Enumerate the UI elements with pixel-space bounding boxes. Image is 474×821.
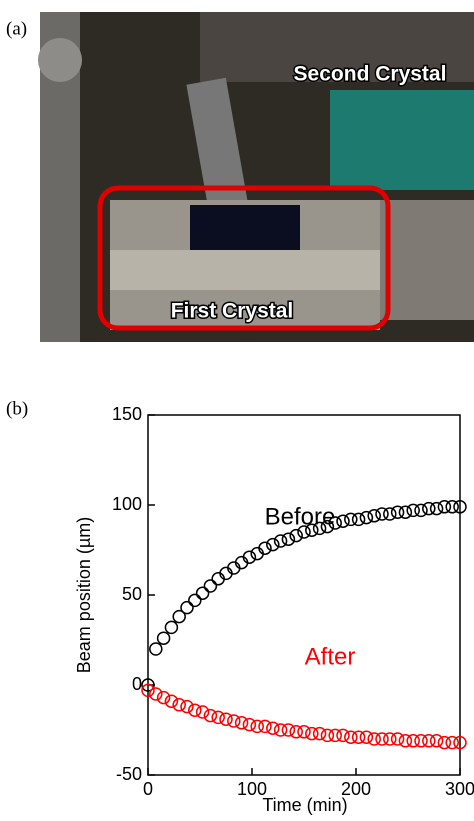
marker <box>158 632 170 644</box>
photo <box>38 12 474 342</box>
marker <box>337 515 349 527</box>
marker <box>220 713 232 725</box>
marker <box>197 587 209 599</box>
marker <box>228 715 240 727</box>
y-tick-label: -50 <box>116 764 142 784</box>
x-tick-label: 100 <box>237 779 267 799</box>
marker <box>150 643 162 655</box>
marker <box>267 722 279 734</box>
marker <box>243 719 255 731</box>
marker <box>384 508 396 520</box>
marker <box>415 504 427 516</box>
marker <box>212 711 224 723</box>
series-label: Before <box>265 503 336 530</box>
marker <box>267 539 279 551</box>
marker <box>173 699 185 711</box>
y-tick-label: 150 <box>112 404 142 424</box>
marker <box>298 726 310 738</box>
y-tick-label: 100 <box>112 494 142 514</box>
marker <box>431 503 443 515</box>
y-axis-label: Beam position (µm) <box>74 517 94 673</box>
marker <box>259 720 271 732</box>
marker <box>360 512 372 524</box>
marker <box>181 701 193 713</box>
marker <box>337 729 349 741</box>
y-tick-label: 50 <box>122 584 142 604</box>
panel-label: (b) <box>6 398 28 419</box>
marker <box>158 692 170 704</box>
marker <box>197 706 209 718</box>
y-tick-label: 0 <box>132 674 142 694</box>
marker <box>360 731 372 743</box>
marker <box>189 704 201 716</box>
marker <box>275 535 287 547</box>
x-tick-label: 0 <box>143 779 153 799</box>
x-axis-label: Time (min) <box>262 795 347 815</box>
marker <box>181 602 193 614</box>
marker <box>290 530 302 542</box>
marker <box>392 733 404 745</box>
marker <box>431 735 443 747</box>
photo-label: First Crystal <box>171 300 294 323</box>
photo-label: Second Crystal <box>294 63 447 86</box>
marker <box>165 695 177 707</box>
marker <box>204 710 216 722</box>
x-tick-label: 300 <box>445 779 474 799</box>
series-label: After <box>305 643 356 670</box>
marker <box>314 728 326 740</box>
marker <box>150 688 162 700</box>
panel-label: (a) <box>6 18 27 39</box>
figure: (a) Second Crystal First Crystal (b) Tim… <box>0 0 474 821</box>
marker <box>189 594 201 606</box>
marker <box>165 621 177 633</box>
marker <box>368 510 380 522</box>
marker <box>353 513 365 525</box>
marker <box>236 717 248 729</box>
marker <box>399 506 411 518</box>
marker <box>204 580 216 592</box>
marker <box>282 724 294 736</box>
marker <box>282 533 294 545</box>
x-tick-label: 200 <box>341 779 371 799</box>
